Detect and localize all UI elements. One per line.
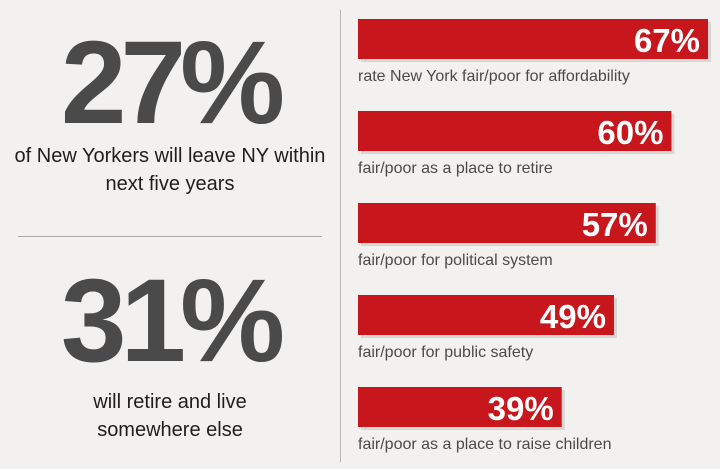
vertical-divider — [340, 10, 341, 462]
category-label: fair/poor as a place to retire — [358, 160, 553, 177]
bar-value-label: 67% — [634, 22, 700, 59]
bar-value-label: 60% — [597, 114, 663, 151]
bar-value-label: 57% — [582, 206, 648, 243]
bar-value-label: 39% — [488, 390, 554, 427]
category-label: fair/poor for public safety — [358, 344, 533, 361]
bar — [358, 111, 672, 151]
bar — [358, 19, 708, 59]
stat-retire-elsewhere: 31% will retire and live somewhere else — [0, 262, 340, 444]
category-label: rate New York fair/poor for affordabilit… — [358, 68, 630, 85]
stat-retire-elsewhere-caption: will retire and live somewhere else — [93, 391, 247, 441]
stat-retire-elsewhere-value: 31% — [60, 255, 285, 387]
category-label: fair/poor as a place to raise children — [358, 436, 611, 453]
stat-leave-ny: 27% of New Yorkers will leave NY within … — [0, 24, 340, 198]
bar-value-label: 49% — [540, 298, 606, 335]
category-label: fair/poor for political system — [358, 252, 553, 269]
bar — [358, 387, 562, 427]
stat-leave-ny-caption: of New Yorkers will leave NY within next… — [14, 145, 326, 195]
bar — [358, 295, 614, 335]
horizontal-divider — [18, 236, 322, 237]
left-panel: 27% of New Yorkers will leave NY within … — [0, 0, 340, 469]
bar — [358, 203, 656, 243]
stat-leave-ny-value: 27% — [60, 17, 285, 149]
